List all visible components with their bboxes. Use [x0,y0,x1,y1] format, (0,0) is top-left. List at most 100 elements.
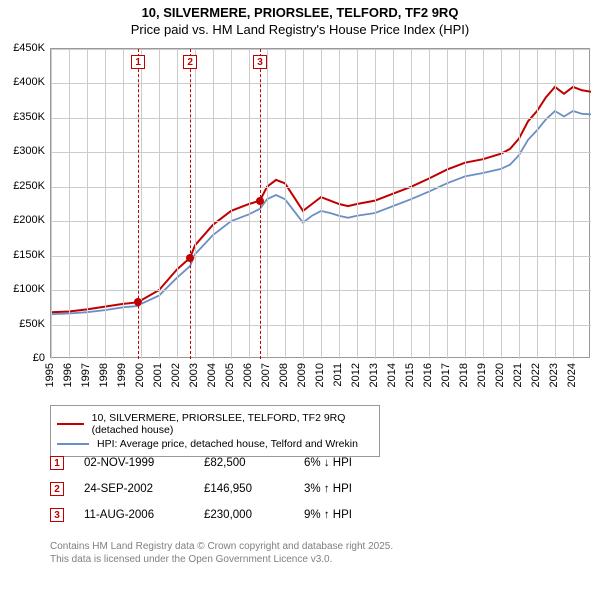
y-axis-label: £100K [13,283,45,295]
gridline-vertical [123,49,124,359]
gridline-vertical [159,49,160,359]
sale-event-marker: 1 [131,55,145,69]
y-axis-label: £450K [13,42,45,54]
gridline-vertical [321,49,322,359]
gridline-vertical [375,49,376,359]
gridline-vertical [519,49,520,359]
x-axis-label: 2024 [566,363,578,387]
sales-row-number: 3 [50,508,64,522]
x-axis-label: 1999 [116,363,128,387]
footer-line2: This data is licensed under the Open Gov… [50,553,393,566]
x-axis-label: 2020 [494,363,506,387]
sales-row-diff: 9% ↑ HPI [304,509,394,521]
x-axis-label: 2010 [314,363,326,387]
gridline-vertical [285,49,286,359]
y-axis-label: £400K [13,76,45,88]
y-axis-label: £150K [13,249,45,261]
x-axis-label: 2006 [242,363,254,387]
x-axis-label: 2018 [458,363,470,387]
legend-swatch [57,443,89,445]
gridline-vertical [501,49,502,359]
title-subtitle: Price paid vs. HM Land Registry's House … [0,22,600,37]
x-axis-label: 2013 [368,363,380,387]
x-axis-label: 2011 [332,363,344,387]
x-axis-label: 2005 [224,363,236,387]
sales-row-date: 24-SEP-2002 [84,483,204,495]
gridline-vertical [411,49,412,359]
x-axis-label: 2021 [512,363,524,387]
sales-row-date: 11-AUG-2006 [84,509,204,521]
sales-row-price: £230,000 [204,509,304,521]
chart-container: 10, SILVERMERE, PRIORSLEE, TELFORD, TF2 … [0,0,600,590]
y-axis-label: £50K [19,318,45,330]
gridline-vertical [573,49,574,359]
y-axis-label: £300K [13,145,45,157]
footer-line1: Contains HM Land Registry data © Crown c… [50,540,393,553]
chart-area: 123 £0£50K£100K£150K£200K£250K£300K£350K… [50,48,590,358]
x-axis-label: 1995 [44,363,56,387]
legend-label: 10, SILVERMERE, PRIORSLEE, TELFORD, TF2 … [92,412,373,436]
sales-row-number: 2 [50,482,64,496]
gridline-vertical [357,49,358,359]
title-address: 10, SILVERMERE, PRIORSLEE, TELFORD, TF2 … [0,5,600,20]
footer-attribution: Contains HM Land Registry data © Crown c… [50,540,393,566]
legend-item: 10, SILVERMERE, PRIORSLEE, TELFORD, TF2 … [57,412,373,436]
sales-row: 3 11-AUG-2006£230,0009% ↑ HPI [50,502,394,528]
x-axis-label: 2000 [134,363,146,387]
gridline-vertical [249,49,250,359]
x-axis-label: 2017 [440,363,452,387]
x-axis-label: 2016 [422,363,434,387]
gridline-vertical [51,49,52,359]
sales-row-date: 02-NOV-1999 [84,457,204,469]
x-axis-label: 2009 [296,363,308,387]
plot-region: 1 2 3 [50,48,590,358]
gridline-vertical [483,49,484,359]
sale-event-marker: 2 [183,55,197,69]
x-axis-label: 2015 [404,363,416,387]
sale-event-line [190,49,191,359]
gridline-vertical [267,49,268,359]
legend-label: HPI: Average price, detached house, Telf… [97,438,358,450]
gridline-vertical [393,49,394,359]
gridline-vertical [231,49,232,359]
sales-row: 102-NOV-1999£82,5006% ↓ HPI [50,450,394,476]
gridline-vertical [537,49,538,359]
x-axis-label: 2023 [548,363,560,387]
sales-row-diff: 6% ↓ HPI [304,457,394,469]
legend-item: HPI: Average price, detached house, Telf… [57,438,373,450]
x-axis-label: 1997 [80,363,92,387]
sale-event-line [138,49,139,359]
x-axis-label: 2014 [386,363,398,387]
x-axis-label: 2004 [206,363,218,387]
sales-row-diff: 3% ↑ HPI [304,483,394,495]
gridline-vertical [213,49,214,359]
sales-row-price: £82,500 [204,457,304,469]
gridline-vertical [69,49,70,359]
gridline-vertical [465,49,466,359]
x-axis-label: 2008 [278,363,290,387]
gridline-vertical [177,49,178,359]
x-axis-label: 2002 [170,363,182,387]
sale-event-marker: 3 [253,55,267,69]
sales-row: 2 24-SEP-2002£146,9503% ↑ HPI [50,476,394,502]
sale-event-dot [186,254,194,262]
x-axis-label: 2003 [188,363,200,387]
x-axis-label: 2007 [260,363,272,387]
y-axis-label: £350K [13,111,45,123]
gridline-vertical [339,49,340,359]
gridline-vertical [141,49,142,359]
x-axis-label: 2022 [530,363,542,387]
gridline-vertical [105,49,106,359]
gridline-vertical [303,49,304,359]
sales-table: 102-NOV-1999£82,5006% ↓ HPI224-SEP-2002£… [50,450,394,528]
x-axis-label: 2012 [350,363,362,387]
y-axis-label: £250K [13,180,45,192]
x-axis-label: 2001 [152,363,164,387]
gridline-vertical [195,49,196,359]
sales-row-price: £146,950 [204,483,304,495]
sale-event-dot [256,197,264,205]
legend-swatch [57,423,84,425]
gridline-vertical [555,49,556,359]
x-axis-label: 2019 [476,363,488,387]
x-axis-label: 1996 [62,363,74,387]
